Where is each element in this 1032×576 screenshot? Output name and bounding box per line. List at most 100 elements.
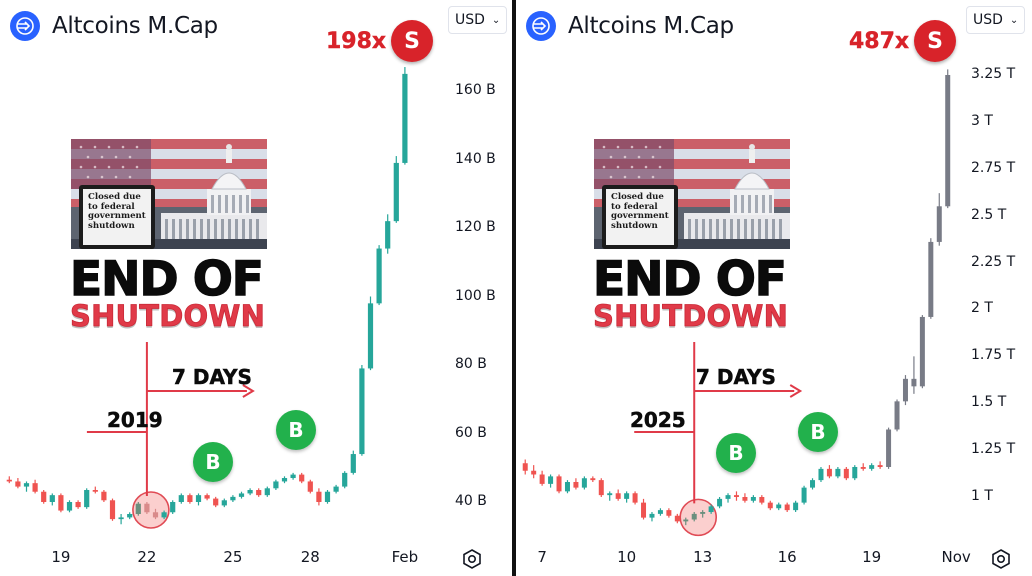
y-tick-label: 2.5 T	[971, 206, 1007, 223]
candle	[32, 479, 38, 494]
candle	[928, 238, 934, 319]
candle	[810, 478, 816, 490]
candle	[691, 512, 697, 522]
x-tick-label: 13	[693, 548, 713, 566]
candle	[750, 495, 756, 503]
candle	[852, 465, 858, 481]
headline-shutdown: SHUTDOWN	[70, 299, 266, 333]
chart-panel-right: Altcoins M.Cap USD ⌄	[516, 0, 1032, 576]
candle	[784, 502, 790, 513]
candle	[58, 493, 64, 513]
candle	[886, 427, 892, 469]
arrow-right-icon	[242, 384, 255, 398]
candle	[733, 491, 739, 501]
shutdown-sign: Closed due to federal government shutdow…	[79, 185, 155, 249]
candle	[573, 478, 579, 490]
candle	[843, 466, 849, 481]
candlestick-chart-left[interactable]	[0, 0, 512, 576]
candle	[657, 508, 663, 516]
buy-badge-2: B	[798, 412, 838, 452]
candle	[161, 510, 167, 520]
candle	[376, 245, 382, 306]
headline-end-of: END OF	[592, 252, 787, 307]
candle	[402, 67, 408, 165]
shutdown-photo: Closed due to federal government shutdow…	[594, 139, 790, 249]
arrow-right-icon	[789, 384, 803, 398]
candle	[607, 491, 613, 501]
buy-badge-2: B	[276, 410, 316, 450]
candle	[649, 512, 655, 522]
candle	[247, 488, 253, 496]
candle	[641, 498, 647, 520]
candle	[316, 488, 322, 506]
currency-select[interactable]: USD ⌄	[448, 6, 508, 34]
candle	[195, 493, 202, 506]
candle	[187, 493, 193, 504]
headline-shutdown: SHUTDOWN	[593, 299, 789, 333]
x-tick-label: 16	[777, 548, 797, 566]
candle	[598, 478, 604, 497]
x-tick-label: Feb	[391, 548, 419, 566]
chart-header: Altcoins M.Cap	[10, 8, 218, 44]
settings-icon[interactable]	[461, 548, 483, 570]
candle	[700, 510, 706, 518]
candle	[127, 512, 133, 520]
sell-badge: S	[391, 20, 433, 62]
candle	[590, 476, 596, 482]
buy-badge-1: B	[193, 442, 233, 482]
y-tick-label: 2 T	[971, 300, 993, 317]
settings-icon[interactable]	[990, 548, 1012, 570]
candle	[256, 488, 262, 497]
chevron-down-icon: ⌄	[491, 14, 501, 26]
y-tick-label: 80 B	[455, 356, 487, 372]
year-label: 2025	[630, 408, 686, 433]
logo-icon	[526, 11, 556, 41]
y-tick-label: 1.75 T	[971, 347, 1016, 364]
candle	[911, 356, 917, 394]
y-tick-label: 2.75 T	[971, 159, 1016, 176]
candle	[624, 491, 630, 503]
candle	[539, 470, 545, 486]
y-tick-label: 1.5 T	[971, 394, 1007, 411]
candle	[350, 450, 356, 475]
y-tick-label: 3 T	[971, 112, 993, 129]
sign-line-4: shutdown	[611, 220, 658, 231]
candle	[15, 478, 21, 489]
candlestick-chart-right[interactable]	[516, 0, 1032, 576]
candle	[835, 466, 841, 479]
candle	[742, 493, 748, 503]
candle	[273, 479, 279, 491]
candle	[307, 479, 313, 494]
event-highlight-circle	[679, 498, 718, 537]
candle	[84, 488, 90, 509]
y-tick-label: 140 B	[455, 150, 496, 167]
candle	[342, 471, 348, 489]
days-label: 7 DAYS	[696, 365, 776, 390]
chart-title: Altcoins M.Cap	[568, 13, 734, 39]
headline-end-of: END OF	[69, 252, 264, 307]
sell-badge: S	[914, 20, 956, 62]
candle	[826, 465, 832, 479]
candle	[359, 365, 365, 456]
candle	[581, 476, 587, 490]
y-tick-label: 60 B	[455, 424, 487, 441]
candle	[615, 489, 621, 501]
candle	[902, 375, 908, 406]
y-tick-label: 40 B	[455, 493, 487, 509]
candle	[919, 315, 925, 389]
chevron-down-icon: ⌄	[1009, 14, 1019, 26]
currency-select[interactable]: USD ⌄	[966, 6, 1026, 34]
y-tick-label: 1 T	[971, 488, 993, 504]
candle	[178, 493, 184, 504]
candle	[367, 296, 374, 371]
x-tick-label: 25	[223, 548, 243, 566]
candle	[801, 485, 807, 505]
candle	[66, 500, 73, 513]
candle	[324, 490, 331, 504]
chart-header: Altcoins M.Cap	[526, 8, 734, 44]
candle	[717, 497, 723, 509]
candle	[683, 517, 689, 526]
shutdown-sign: Closed due to federal government shutdow…	[602, 185, 678, 249]
buy-badge-1: B	[716, 433, 756, 473]
sign-line-2: to federal	[611, 201, 658, 212]
